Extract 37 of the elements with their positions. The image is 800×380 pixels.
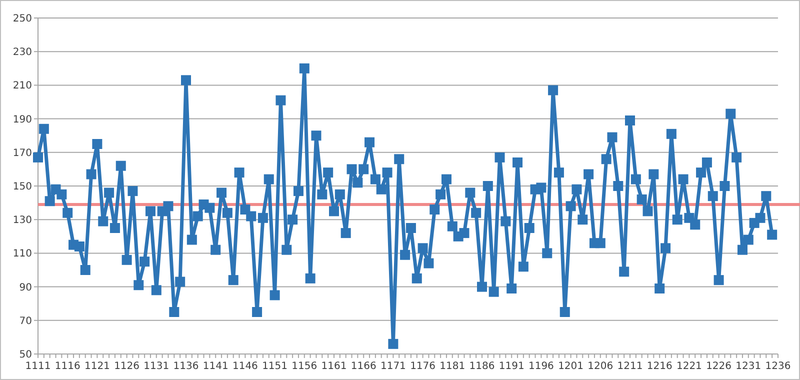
- x-tick-label: 1136: [173, 361, 199, 372]
- x-tick-label: 1156: [292, 361, 318, 372]
- y-tick-label: 150: [12, 182, 32, 192]
- x-tick-label: 1216: [646, 361, 672, 372]
- x-tick-label: 1191: [498, 361, 524, 372]
- x-tick-label: 1116: [54, 361, 80, 372]
- y-tick-label: 170: [12, 148, 32, 159]
- x-tick-label: 1231: [736, 361, 762, 372]
- y-tick-label: 230: [12, 47, 32, 58]
- y-tick-label: 70: [19, 316, 32, 327]
- x-tick-label: 1171: [380, 361, 406, 372]
- x-tick-label: 1236: [765, 361, 791, 372]
- x-tick-label: 1221: [676, 361, 702, 372]
- x-tick-label: 1176: [410, 361, 436, 372]
- x-tick-label: 1211: [617, 361, 643, 372]
- x-tick-label: 1151: [262, 361, 288, 372]
- x-tick-label: 1181: [440, 361, 466, 372]
- x-tick-label: 1126: [114, 361, 140, 372]
- x-tick-label: 1146: [232, 361, 258, 372]
- x-tick-label: 1201: [558, 361, 584, 372]
- y-tick-label: 190: [12, 114, 32, 126]
- x-tick-label: 1186: [469, 361, 495, 372]
- y-tick-label: 130: [12, 215, 32, 226]
- x-tick-label: 1226: [706, 361, 732, 372]
- y-tick-label: 210: [12, 80, 32, 92]
- y-tick-label: 90: [19, 282, 32, 294]
- x-tick-label: 1141: [202, 361, 228, 372]
- x-tick-label: 1111: [25, 361, 51, 372]
- x-tick-label: 1206: [588, 361, 614, 372]
- x-tick-label: 1161: [321, 361, 347, 372]
- x-tick-label: 1131: [144, 361, 170, 372]
- y-tick-label: 50: [19, 350, 32, 360]
- x-tick-label: 1196: [528, 361, 554, 372]
- y-tick-label: 110: [12, 248, 32, 260]
- y-tick-label: 250: [12, 14, 32, 24]
- x-tick-label: 1121: [84, 361, 110, 372]
- x-tick-label: 1166: [350, 361, 376, 372]
